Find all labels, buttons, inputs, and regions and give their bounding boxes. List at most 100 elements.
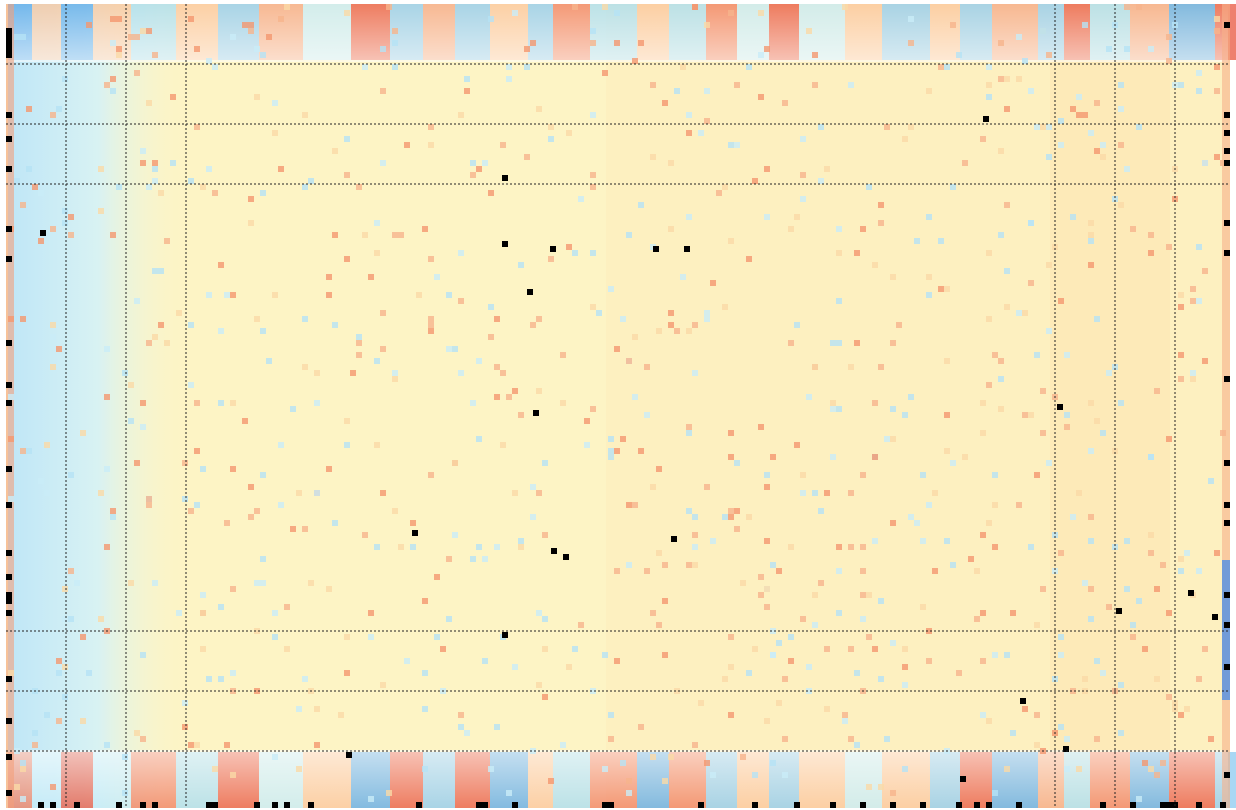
speck [110,76,116,82]
speck [830,400,836,406]
speck [206,676,212,682]
speck [866,184,872,190]
edge-speck [6,754,12,760]
speck [878,220,884,226]
speck [1034,622,1040,628]
speck [842,4,848,10]
speck [278,442,284,448]
speck [452,460,458,466]
speck [818,178,824,184]
edge-speck [974,802,980,808]
speck [422,226,428,232]
speck [638,724,644,730]
edge-speck [272,802,278,808]
speck [764,46,770,52]
speck [470,160,476,166]
edge-speck [1224,460,1230,466]
speck [368,274,374,280]
speck [590,184,596,190]
black-speck [346,752,352,758]
speck [686,214,692,220]
speck [1016,76,1022,82]
speck [728,634,734,640]
speck [512,664,518,670]
speck [14,784,20,790]
speck [80,430,86,436]
speck [980,136,986,142]
speck [200,466,206,472]
speck [1088,262,1094,268]
speck [638,40,644,46]
grid [6,4,1230,808]
speck [890,274,896,280]
speck [128,418,134,424]
speck [134,730,140,736]
speck [812,364,818,370]
speck [1028,220,1034,226]
speck [20,316,26,322]
speck [1046,124,1052,130]
speck [776,568,782,574]
speck [572,4,578,10]
speck [284,646,290,652]
speck [608,712,614,718]
speck [788,634,794,640]
speck [410,520,416,526]
speck [638,202,644,208]
speck [434,574,440,580]
speck [152,334,158,340]
speck [1064,424,1070,430]
speck [290,406,296,412]
speck [1028,88,1034,94]
black-speck [671,536,677,542]
speck [1064,412,1070,418]
speck [206,58,212,64]
speck [728,430,734,436]
speck [590,406,596,412]
speck [380,160,386,166]
speck [944,412,950,418]
speck [152,178,158,184]
speck [722,184,728,190]
speck [518,412,524,418]
edge-speck [206,802,212,808]
speck [206,292,212,298]
speck [50,322,56,328]
speck [194,46,200,52]
speck [428,316,434,322]
speck [998,76,1004,82]
edge-speck [50,802,56,808]
speck [578,196,584,202]
speck [872,646,878,652]
speck [770,652,776,658]
speck [692,532,698,538]
speck [884,124,890,130]
speck [812,82,818,88]
edge-speck [212,802,218,808]
edge-speck [920,802,926,808]
speck [1028,412,1034,418]
speck [1214,28,1220,34]
speck [1166,244,1172,250]
speck [668,160,674,166]
speck [632,334,638,340]
speck [1154,676,1160,682]
speck [1100,154,1106,160]
speck [746,64,752,70]
speck [56,718,62,724]
speck [20,448,26,454]
speck [392,508,398,514]
speck [1088,130,1094,136]
speck [254,508,260,514]
speck [80,718,86,724]
speck [854,670,860,676]
speck [1070,106,1076,112]
speck [734,526,740,532]
speck [686,562,692,568]
speck [1088,538,1094,544]
speck [1070,514,1076,520]
speck [380,88,386,94]
edge-speck [1016,802,1022,808]
speck [902,682,908,688]
edge-speck [1224,520,1230,526]
